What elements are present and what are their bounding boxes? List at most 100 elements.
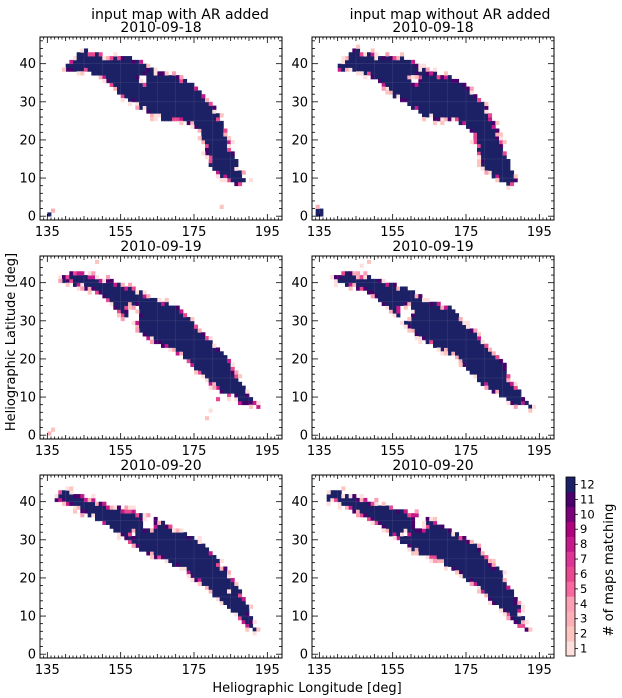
heatmap-cell [139, 328, 144, 333]
heatmap-cell [150, 75, 155, 80]
heatmap-cell [458, 98, 463, 103]
heatmap-cell [499, 366, 504, 371]
heatmap-cell [469, 328, 474, 333]
heatmap-cell [179, 555, 184, 560]
heatmap-cell [201, 366, 206, 371]
heatmap-cell [433, 120, 438, 126]
heatmap-cell [76, 275, 81, 280]
heatmap-cell [396, 524, 401, 529]
heatmap-cell [80, 497, 85, 503]
heatmap-cell [219, 351, 224, 356]
heatmap-cell [407, 101, 412, 107]
heatmap-cell [425, 75, 430, 80]
heatmap-cell [418, 328, 423, 333]
heatmap-cell [466, 566, 471, 571]
heatmap-cell [433, 101, 438, 107]
heatmap-cell [466, 543, 471, 548]
heatmap-cell [186, 562, 191, 567]
heatmap-cell [150, 98, 155, 103]
heatmap-cell [444, 339, 449, 345]
heatmap-cell [212, 128, 217, 133]
heatmap-cell [447, 536, 452, 541]
heatmap-cell [444, 320, 449, 326]
x-tick-label: 155 [108, 225, 133, 240]
heatmap-cell [212, 378, 217, 383]
heatmap-cell [466, 570, 471, 575]
y-tick-label: 30 [291, 95, 308, 110]
heatmap-cell [440, 120, 445, 126]
heatmap-cell [73, 56, 78, 61]
heatmap-cell [238, 389, 243, 394]
heatmap-cell [208, 562, 213, 567]
heatmap-cell [172, 543, 177, 548]
heatmap-cell [157, 109, 162, 114]
heatmap-cell [359, 63, 364, 68]
heatmap-cell [161, 301, 166, 306]
heatmap-cell [469, 566, 474, 571]
heatmap-cell [444, 113, 449, 118]
y-tick-label: 0 [28, 648, 36, 663]
heatmap-cell [216, 566, 221, 571]
heatmap-cell [495, 155, 500, 160]
heatmap-cell [462, 539, 467, 545]
heatmap-cell [480, 378, 485, 383]
heatmap-cell [168, 94, 173, 99]
heatmap-cell [205, 362, 210, 367]
heatmap-cell [223, 574, 228, 579]
heatmap-cell [491, 120, 496, 126]
heatmap-cell [223, 159, 228, 164]
heatmap-cell [216, 159, 221, 164]
heatmap-cell [422, 524, 427, 529]
heatmap-cell [345, 505, 350, 510]
heatmap-cell [469, 555, 474, 560]
heatmap-cell [352, 278, 357, 284]
heatmap-cell [113, 513, 118, 518]
heatmap-cell [124, 528, 129, 533]
heatmap-cell [197, 551, 202, 556]
heatmap-cell [466, 101, 471, 107]
heatmap-cell [238, 178, 243, 183]
heatmap-cell [128, 297, 133, 303]
heatmap-cell [175, 94, 180, 99]
heatmap-cell [241, 400, 246, 406]
heatmap-cell [469, 574, 474, 579]
heatmap-cell [241, 612, 246, 617]
heatmap-cell [234, 612, 239, 617]
grid [312, 475, 554, 658]
heatmap-cell [102, 520, 107, 525]
heatmap-cell [91, 494, 96, 499]
heatmap-cell [477, 351, 482, 356]
heatmap-cell [348, 67, 353, 72]
heatmap-cell [451, 309, 456, 314]
heatmap-cell [168, 113, 173, 118]
heatmap-cell [197, 558, 202, 564]
heatmap-cell [499, 381, 504, 387]
heatmap-cell [473, 98, 478, 103]
heatmap-cell [153, 547, 158, 552]
heatmap-cell [367, 278, 372, 284]
heatmap-cell [84, 286, 89, 291]
heatmap-cell [172, 336, 177, 341]
heatmap-cell [190, 543, 195, 548]
heatmap-cell [190, 558, 195, 564]
heatmap-cell [157, 320, 162, 326]
heatmap-cell [113, 78, 118, 84]
colorbar-segment [566, 596, 575, 612]
heatmap-cell [513, 612, 518, 617]
heatmap-cell [488, 600, 493, 606]
heatmap-cell [234, 385, 239, 390]
heatmap-cell [356, 59, 361, 65]
heatmap-cell [241, 619, 246, 625]
heatmap-cell [135, 328, 140, 333]
heatmap-cell [106, 282, 111, 287]
heatmap-cell [219, 370, 224, 375]
heatmap-cell [153, 520, 158, 525]
heatmap-cell [201, 339, 206, 345]
heatmap-cell [109, 301, 114, 306]
heatmap-cell [499, 570, 504, 575]
heatmap-cell [389, 71, 394, 76]
heatmap-cell [168, 98, 173, 103]
heatmap-cell [480, 132, 485, 137]
heatmap-cell [352, 67, 357, 72]
heatmap-cell [227, 378, 232, 383]
